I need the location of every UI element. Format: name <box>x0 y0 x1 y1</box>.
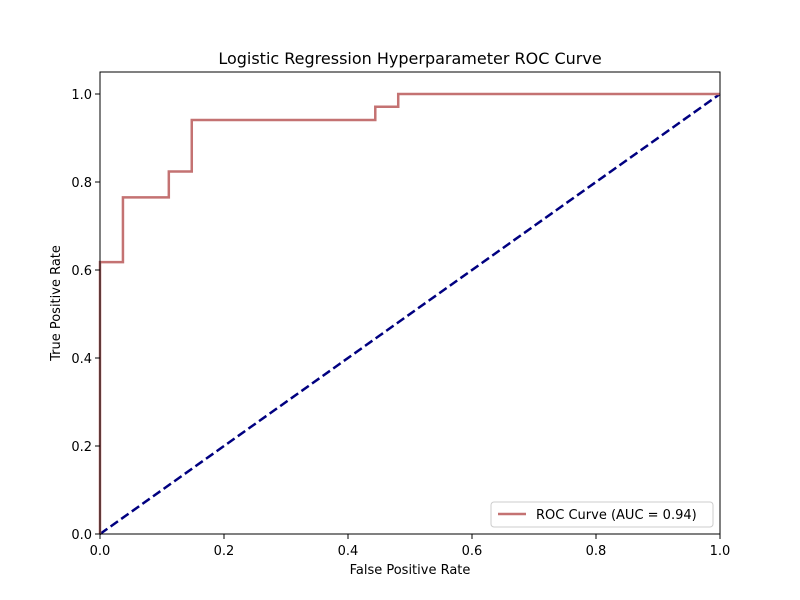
y-tick-label: 0.0 <box>71 528 92 543</box>
x-tick-label: 0.0 <box>90 544 111 559</box>
y-axis-label: True Positive Rate <box>49 245 64 362</box>
chart-title: Logistic Regression Hyperparameter ROC C… <box>218 49 601 68</box>
y-tick-label: 0.4 <box>71 352 92 367</box>
y-axis-ticks: 0.0 0.2 0.4 0.6 0.8 1.0 <box>71 88 100 543</box>
x-tick-label: 0.2 <box>214 544 235 559</box>
roc-curve-line <box>98 92 720 534</box>
x-axis-label: False Positive Rate <box>350 563 471 578</box>
x-tick-label: 0.4 <box>338 544 359 559</box>
legend-label-roc: ROC Curve (AUC = 0.94) <box>536 508 697 523</box>
x-axis-ticks: 0.0 0.2 0.4 0.6 0.8 1.0 <box>90 534 731 559</box>
y-tick-label: 1.0 <box>71 88 92 103</box>
axes-frame <box>99 71 721 535</box>
legend-box <box>490 501 714 528</box>
plot-area <box>98 92 721 536</box>
x-tick-label: 0.6 <box>462 544 483 559</box>
legend: ROC Curve (AUC = 0.94) <box>490 501 714 528</box>
chance-diagonal-line <box>99 92 721 536</box>
x-tick-label: 0.8 <box>586 544 607 559</box>
x-tick-label: 1.0 <box>710 544 731 559</box>
y-tick-label: 0.8 <box>71 176 92 191</box>
y-tick-label: 0.2 <box>71 440 92 455</box>
y-tick-label: 0.6 <box>71 264 92 279</box>
